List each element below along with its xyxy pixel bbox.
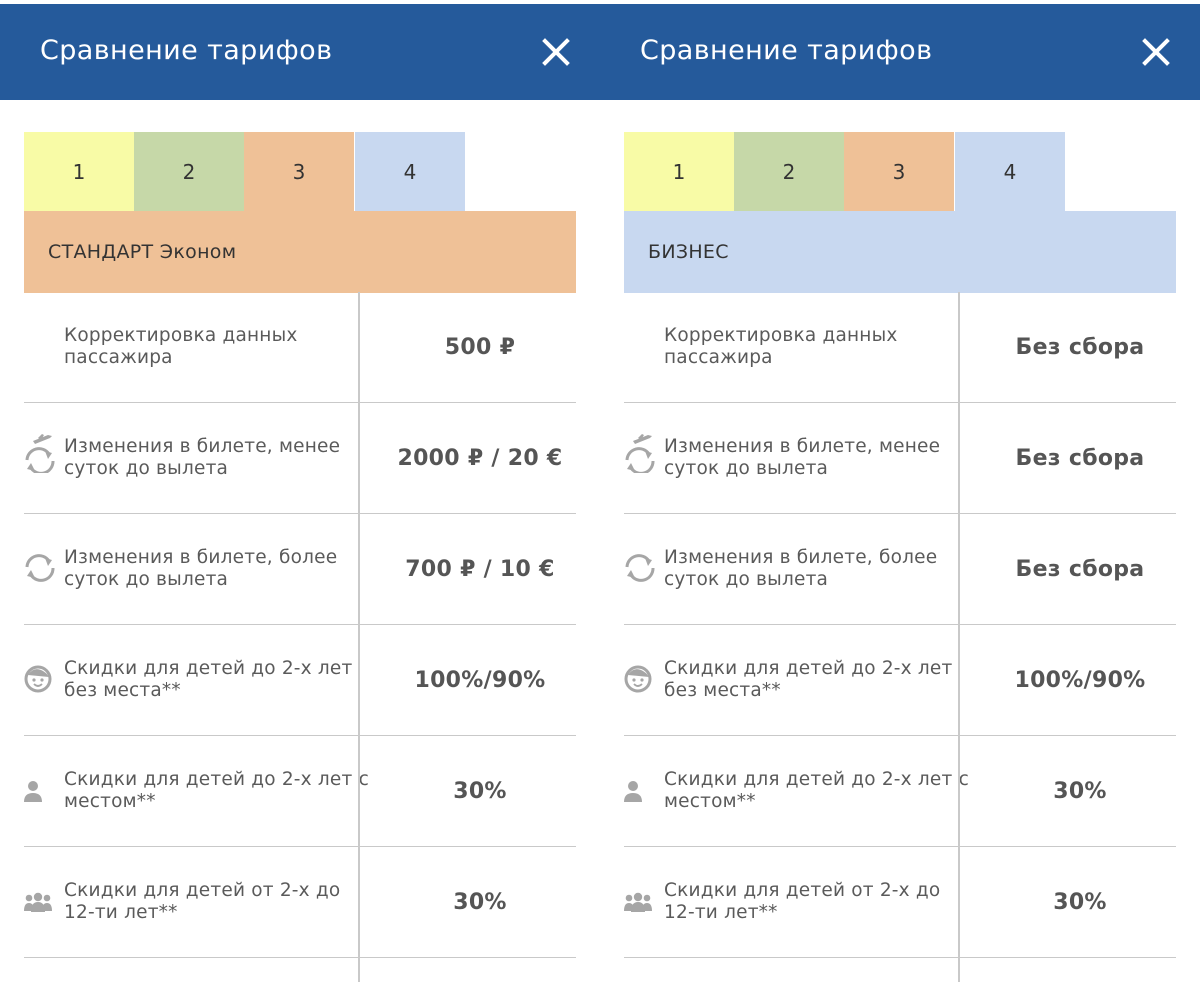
tab-2[interactable]: 2 <box>134 132 244 212</box>
table-row: Скидки для детей до 2-х лет без места** … <box>24 625 576 736</box>
row-value: Без сбора <box>1015 557 1145 582</box>
tab-label: 4 <box>1003 160 1017 184</box>
table-row: Скидки для детей до 2-х лет с местом** 3… <box>24 736 576 847</box>
table-row: Изменения в билете, менее суток до вылет… <box>624 403 1176 514</box>
fare-comparison-screen-business: Сравнение тарифов 1 2 3 4 БИЗНЕС Коррект… <box>600 0 1200 1001</box>
row-label: Скидки для детей до 2-х лет с местом** <box>664 769 969 812</box>
header-bar: Сравнение тарифов <box>0 4 600 100</box>
column-divider <box>958 292 960 982</box>
group-icon <box>624 892 652 912</box>
fare-conditions-table: Корректировка данных пассажира 500 ₽ Изм… <box>24 292 576 958</box>
page-title: Сравнение тарифов <box>640 35 933 66</box>
tab-4[interactable]: 4 <box>955 132 1065 212</box>
fare-name-band: БИЗНЕС <box>624 211 1176 293</box>
row-value: 2000 ₽ / 20 € <box>397 446 563 471</box>
fare-conditions-table: Корректировка данных пассажира Без сбора… <box>624 292 1176 958</box>
row-value: 30% <box>1053 890 1107 915</box>
fare-name: БИЗНЕС <box>648 241 729 263</box>
close-button[interactable] <box>538 34 574 70</box>
row-label: Корректировка данных пассажира <box>664 325 898 368</box>
tab-2[interactable]: 2 <box>734 132 844 212</box>
row-label: Изменения в билете, менее суток до вылет… <box>64 436 341 479</box>
fare-comparison-screen-standard: Сравнение тарифов 1 2 3 4 СТАНДАРТ Эконо… <box>0 4 600 982</box>
tab-label: 3 <box>892 160 906 184</box>
tab-label: 1 <box>72 160 86 184</box>
fare-name-band: СТАНДАРТ Эконом <box>24 211 576 293</box>
group-icon <box>24 892 52 912</box>
row-label: Скидки для детей до 2-х лет с местом** <box>64 769 369 812</box>
plane-refresh-icon <box>625 434 655 473</box>
header-bar: Сравнение тарифов <box>600 4 1200 100</box>
row-label: Изменения в билете, более суток до вылет… <box>664 547 938 590</box>
row-label: Изменения в билете, менее суток до вылет… <box>664 436 941 479</box>
tab-label: 4 <box>403 160 417 184</box>
tab-label: 1 <box>672 160 686 184</box>
tab-label: 3 <box>292 160 306 184</box>
row-label: Скидки для детей до 2-х лет без места** <box>664 658 953 701</box>
tab-4[interactable]: 4 <box>355 132 465 212</box>
person-icon <box>624 781 642 802</box>
row-label: Скидки для детей от 2-х до 12-ти лет** <box>64 880 341 923</box>
fare-name: СТАНДАРТ Эконом <box>48 241 237 263</box>
row-label: Корректировка данных пассажира <box>64 325 298 368</box>
page-title: Сравнение тарифов <box>40 35 333 66</box>
tab-1[interactable]: 1 <box>24 132 134 212</box>
table-row: Изменения в билете, менее суток до вылет… <box>24 403 576 514</box>
close-icon <box>1142 38 1170 66</box>
tab-label: 2 <box>182 160 196 184</box>
row-value: 700 ₽ / 10 € <box>405 557 555 582</box>
table-row: Скидки для детей до 2-х лет с местом** 3… <box>624 736 1176 847</box>
plane-refresh-icon <box>25 434 55 473</box>
tab-label: 2 <box>782 160 796 184</box>
table-row: Скидки для детей до 2-х лет без места** … <box>624 625 1176 736</box>
tab-3[interactable]: 3 <box>244 132 354 212</box>
table-row: Корректировка данных пассажира 500 ₽ <box>24 292 576 403</box>
table-row: Скидки для детей от 2-х до 12-ти лет** 3… <box>624 847 1176 958</box>
row-value: 30% <box>453 890 507 915</box>
row-value: 30% <box>453 779 507 804</box>
row-value: Без сбора <box>1015 446 1145 471</box>
tab-1[interactable]: 1 <box>624 132 734 212</box>
tab-3[interactable]: 3 <box>844 132 954 212</box>
baby-face-icon <box>24 665 52 693</box>
row-label: Изменения в билете, более суток до вылет… <box>64 547 338 590</box>
row-label: Скидки для детей от 2-х до 12-ти лет** <box>664 880 941 923</box>
close-button[interactable] <box>1138 34 1174 70</box>
refresh-icon <box>625 554 655 582</box>
column-divider <box>358 292 360 982</box>
refresh-icon <box>25 554 55 582</box>
row-value: 30% <box>1053 779 1107 804</box>
row-label: Скидки для детей до 2-х лет без места** <box>64 658 353 701</box>
table-row: Изменения в билете, более суток до вылет… <box>624 514 1176 625</box>
table-row: Изменения в билете, более суток до вылет… <box>24 514 576 625</box>
row-value: Без сбора <box>1015 335 1145 360</box>
table-row: Корректировка данных пассажира Без сбора <box>624 292 1176 403</box>
row-value: 500 ₽ <box>444 335 516 360</box>
table-row: Скидки для детей от 2-х до 12-ти лет** 3… <box>24 847 576 958</box>
close-icon <box>542 38 570 66</box>
row-value: 100%/90% <box>1014 668 1146 693</box>
baby-face-icon <box>624 665 652 693</box>
row-value: 100%/90% <box>414 668 546 693</box>
person-icon <box>24 781 42 802</box>
